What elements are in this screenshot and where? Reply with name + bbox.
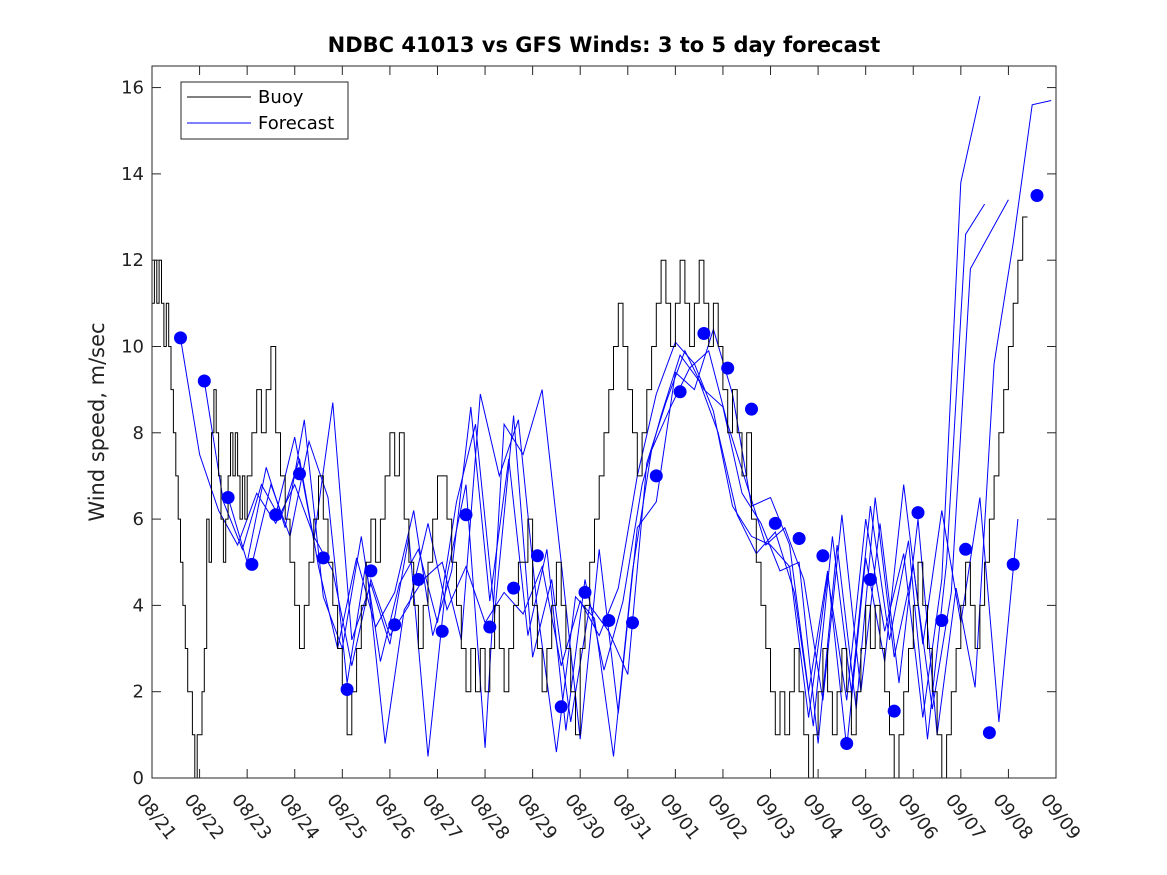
forecast-point <box>316 551 330 565</box>
y-tick-label: 0 <box>133 768 144 789</box>
legend: Buoy Forecast <box>180 81 349 140</box>
y-tick-label: 2 <box>133 682 144 703</box>
forecast-point <box>1006 557 1020 571</box>
legend-label-buoy: Buoy <box>258 87 304 108</box>
forecast-point <box>745 402 758 416</box>
forecast-point <box>411 573 425 586</box>
forecast-point <box>174 331 187 345</box>
forecast-run-4 <box>275 327 1019 757</box>
y-tick-label: 4 <box>133 595 144 616</box>
forecast-point <box>626 616 639 630</box>
marker-layer <box>174 189 1044 750</box>
forecast-point <box>721 361 735 375</box>
legend-box <box>180 81 349 140</box>
forecast-point <box>245 557 259 571</box>
plot-area-background <box>152 66 1056 778</box>
forecast-point <box>530 549 544 563</box>
forecast-point <box>792 532 806 545</box>
forecast-point <box>459 508 473 522</box>
series-layer <box>152 96 1052 779</box>
forecast-point <box>673 385 687 399</box>
forecast-point <box>649 469 663 483</box>
y-tick-label: 12 <box>121 250 144 271</box>
forecast-point <box>768 516 782 530</box>
forecast-point <box>911 506 925 520</box>
y-tick-label: 8 <box>133 423 144 444</box>
forecast-point <box>293 467 306 481</box>
y-tick-label: 16 <box>121 78 144 99</box>
forecast-point <box>697 327 711 340</box>
y-axis-label: Wind speed, m/sec <box>85 322 109 521</box>
forecast-point <box>816 549 830 563</box>
forecast-point <box>364 564 378 578</box>
y-tick-label: 14 <box>121 164 144 185</box>
chart-title: NDBC 41013 vs GFS Winds: 3 to 5 day fore… <box>328 33 881 57</box>
forecast-point <box>982 726 996 740</box>
y-tick-label: 6 <box>133 509 144 530</box>
forecast-point <box>602 614 616 627</box>
forecast-point <box>221 491 235 504</box>
buoy-series-line <box>152 216 1028 779</box>
forecast-point <box>1030 189 1044 202</box>
y-tick-label: 10 <box>121 336 144 357</box>
forecast-point <box>554 700 568 714</box>
legend-label-forecast: Forecast <box>258 113 334 134</box>
forecast-point <box>483 620 497 634</box>
forecast-point <box>935 614 949 627</box>
forecast-point <box>507 581 521 595</box>
forecast-point <box>840 737 854 750</box>
forecast-point <box>863 573 877 586</box>
forecast-point <box>269 508 283 522</box>
forecast-point <box>388 618 402 632</box>
forecast-run-2 <box>227 199 1009 744</box>
forecast-run-1 <box>203 203 986 740</box>
forecast-point <box>959 542 973 556</box>
forecast-point <box>340 683 354 696</box>
plot-frame <box>151 65 1057 779</box>
forecast-point <box>435 624 449 638</box>
forecast-point <box>887 704 901 718</box>
forecast-point <box>578 585 592 599</box>
forecast-point <box>197 374 211 388</box>
